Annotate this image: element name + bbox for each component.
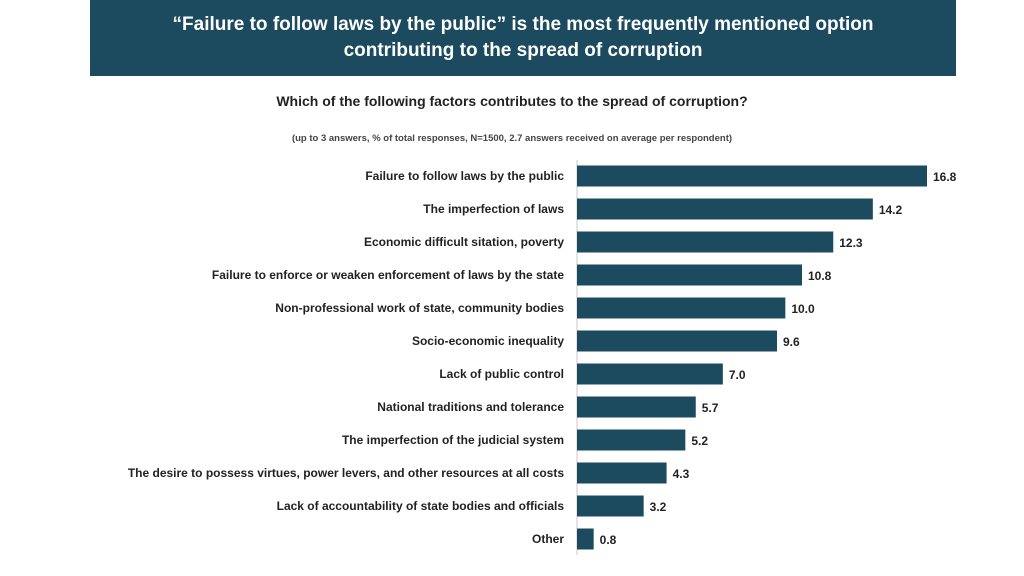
bar [577,462,667,484]
bar [577,264,802,286]
value-label: 12.3 [839,236,863,250]
value-label: 16.8 [933,170,957,184]
category-label: Failure to follow laws by the public [365,169,564,183]
headline-text: “Failure to follow laws by the public” i… [172,14,874,61]
category-label: The imperfection of the judicial system [342,433,564,447]
bar [577,297,786,319]
category-label: National traditions and tolerance [377,400,564,414]
chart-title: Which of the following factors contribut… [276,93,748,109]
value-label: 0.8 [600,533,617,547]
headline-banner: “Failure to follow laws by the public” i… [90,0,956,76]
value-label: 5.7 [702,401,719,415]
value-label: 4.3 [673,467,690,481]
bar [577,165,927,187]
bar [577,396,696,418]
chart-subtitle: (up to 3 answers, % of total responses, … [291,133,733,144]
category-label: Economic difficult sitation, poverty [364,235,564,249]
category-label: Other [532,532,564,546]
value-label: 7.0 [729,368,746,382]
bar [577,363,723,385]
bar [577,231,834,253]
category-label: The imperfection of laws [423,202,564,216]
category-label: The desire to possess virtues, power lev… [128,466,564,480]
category-label: Non-professional work of state, communit… [275,301,564,315]
bar [577,330,777,352]
bar [577,528,594,550]
value-label: 5.2 [691,434,708,448]
bar [577,198,873,220]
bar [577,495,644,517]
value-label: 3.2 [650,500,667,514]
category-label: Failure to enforce or weaken enforcement… [212,268,564,282]
value-label: 9.6 [783,335,800,349]
value-label: 14.2 [879,203,903,217]
category-label: Socio-economic inequality [412,334,564,348]
category-label: Lack of accountability of state bodies a… [277,499,565,513]
value-label: 10.8 [808,269,832,283]
value-label: 10.0 [791,302,815,316]
bar [577,429,686,451]
category-label: Lack of public control [439,367,564,381]
